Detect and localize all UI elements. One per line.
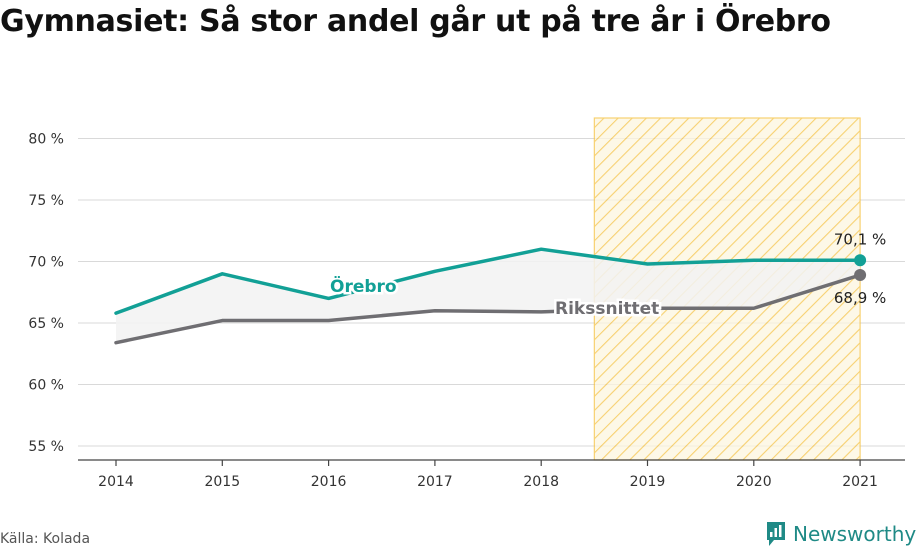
- chart-title: Gymnasiet: Så stor andel går ut på tre å…: [0, 4, 831, 39]
- brand-logo: Newsworthy: [765, 519, 916, 549]
- y-tick-label: 55 %: [28, 439, 64, 455]
- end-value-label-orebro: 70,1 %: [834, 230, 886, 248]
- x-tick-label: 2021: [842, 474, 878, 490]
- chart-speech-bubble-icon: [767, 522, 785, 546]
- x-tick-label: 2016: [311, 474, 347, 490]
- end-point-orebro: [854, 254, 867, 267]
- x-tick-label: 2018: [523, 474, 559, 490]
- y-tick-label: 65 %: [28, 316, 64, 332]
- y-tick-label: 70 %: [28, 255, 64, 271]
- x-tick-label: 2019: [630, 474, 666, 490]
- end-value-label-riks: 68,9 %: [834, 289, 886, 307]
- end-point-riks: [854, 269, 867, 282]
- y-tick-label: 75 %: [28, 193, 64, 209]
- x-tick-label: 2017: [417, 474, 453, 490]
- x-tick-label: 2020: [736, 474, 772, 490]
- series-line-orebro: [114, 247, 862, 315]
- series-line-riks: [114, 273, 862, 345]
- y-tick-label: 60 %: [28, 378, 64, 394]
- x-tick-label: 2015: [204, 474, 240, 490]
- source-note: Källa: Kolada: [0, 531, 91, 547]
- y-tick-label: 80 %: [28, 132, 64, 148]
- brand-name: Newsworthy: [793, 522, 917, 546]
- series-label-orebro: Örebro: [330, 275, 397, 297]
- x-tick-label: 2014: [98, 474, 134, 490]
- series-label-riks: Rikssnittet: [555, 299, 659, 319]
